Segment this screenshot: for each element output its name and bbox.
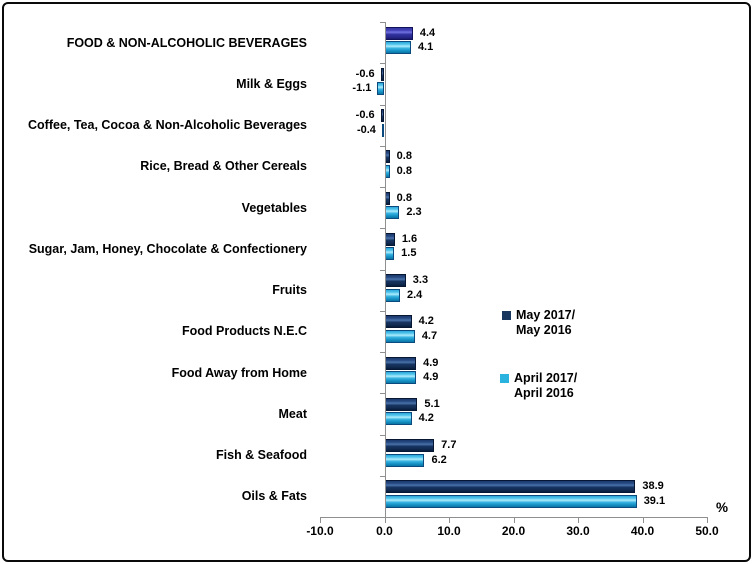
value-label: -0.6 xyxy=(355,67,375,80)
y-axis-tick xyxy=(379,434,385,436)
value-label: 5.1 xyxy=(424,397,440,410)
bar-may xyxy=(384,315,412,329)
bar-april xyxy=(384,288,400,302)
bar-april xyxy=(384,453,425,467)
bar-april xyxy=(381,123,385,137)
value-label: 1.5 xyxy=(401,247,417,260)
x-axis-tick xyxy=(513,517,515,523)
legend-swatch-may-icon xyxy=(502,311,511,320)
bar-may xyxy=(384,26,413,40)
value-label: -0.4 xyxy=(356,123,376,136)
bar-may xyxy=(380,109,385,122)
value-label: 1.6 xyxy=(401,232,418,245)
bar-may xyxy=(384,274,406,287)
value-label: 4.9 xyxy=(423,356,439,369)
legend-may-line1: May 2017/ xyxy=(516,308,576,322)
category-label: Milk & Eggs xyxy=(236,76,307,91)
value-label: 6.2 xyxy=(431,453,447,466)
legend-label-may: May 2017/May 2016 xyxy=(516,308,575,337)
bar-may xyxy=(384,232,395,246)
y-axis-tick xyxy=(379,269,385,271)
y-axis-tick xyxy=(379,63,385,65)
value-label: 38.9 xyxy=(642,480,664,493)
value-label: 39.1 xyxy=(643,494,666,507)
x-axis-tick-label: -10.0 xyxy=(306,524,334,538)
y-axis-tick xyxy=(379,393,385,395)
value-label: 4.2 xyxy=(418,412,434,425)
value-label: 7.7 xyxy=(441,439,457,451)
category-label: Rice, Bread & Other Cereals xyxy=(140,159,307,174)
y-axis-tick xyxy=(379,475,385,477)
category-label: Coffee, Tea, Cocoa & Non-Alcoholic Bever… xyxy=(28,118,307,132)
x-axis-tick xyxy=(449,517,450,523)
legend-swatch-april-icon xyxy=(500,374,509,383)
legend-april-line2: April 2016 xyxy=(514,385,574,400)
value-label: 0.8 xyxy=(396,150,412,163)
x-axis-tick-label: 10.0 xyxy=(437,524,461,538)
legend-may-line2: May 2016 xyxy=(516,322,572,337)
x-axis-tick xyxy=(578,517,579,523)
bar-april xyxy=(384,41,411,54)
bar-may xyxy=(384,356,417,370)
value-label: 4.7 xyxy=(421,329,438,342)
category-label: Fruits xyxy=(272,283,307,297)
x-axis-tick xyxy=(642,517,644,523)
bar-april xyxy=(384,247,395,261)
category-label: Fish & Seafood xyxy=(216,448,307,462)
value-label: 2.4 xyxy=(406,288,423,301)
bar-may xyxy=(384,397,418,411)
bar-april xyxy=(377,82,385,96)
bar-may xyxy=(384,439,435,452)
x-axis-tick-label: 40.0 xyxy=(630,524,655,538)
value-label: 4.4 xyxy=(419,26,436,39)
value-label: 0.8 xyxy=(396,191,412,204)
value-label: 4.1 xyxy=(417,41,434,53)
legend-item-april: April 2017/April 2016 xyxy=(500,371,577,400)
y-axis-tick xyxy=(379,187,385,188)
legend-april-line1: April 2017/ xyxy=(514,371,578,385)
legend-label-april: April 2017/April 2016 xyxy=(514,371,577,400)
x-axis-tick-label: 50.0 xyxy=(695,524,719,538)
x-axis-tick xyxy=(707,517,708,523)
x-axis-tick-label: 20.0 xyxy=(501,524,526,538)
y-axis-tick xyxy=(379,310,385,312)
bar-april xyxy=(384,206,400,219)
y-axis-tick xyxy=(379,22,385,23)
x-axis-tick-label: 30.0 xyxy=(566,524,590,538)
y-axis-line xyxy=(384,22,386,517)
y-axis-tick xyxy=(379,104,385,106)
value-label: 2.3 xyxy=(406,206,422,218)
value-label: 4.9 xyxy=(423,371,439,383)
value-label: 3.3 xyxy=(412,274,429,286)
bar-april xyxy=(384,371,417,384)
category-label: Food Products N.E.C xyxy=(182,324,307,339)
category-label: Sugar, Jam, Honey, Chocolate & Confectio… xyxy=(28,241,307,256)
category-label: Food Away from Home xyxy=(171,365,307,380)
y-axis-tick xyxy=(379,145,385,147)
legend-item-may: May 2017/May 2016 xyxy=(502,308,575,337)
value-label: 0.8 xyxy=(396,164,412,177)
value-label: -1.1 xyxy=(352,82,372,95)
x-axis-tick xyxy=(320,517,321,523)
y-axis-tick xyxy=(379,352,385,353)
bar-april xyxy=(384,329,415,343)
bar-may xyxy=(384,480,636,494)
category-label: Meat xyxy=(278,406,307,421)
category-label: Vegetables xyxy=(241,200,307,215)
x-axis-tick-label: 0.0 xyxy=(376,524,393,538)
y-axis-tick xyxy=(379,228,385,230)
category-label: Oils & Fats xyxy=(241,489,307,504)
bar-april xyxy=(384,494,637,508)
bar-may xyxy=(380,67,385,81)
value-label: -0.6 xyxy=(355,109,375,121)
percent-axis-label: % xyxy=(716,500,729,515)
bar-april xyxy=(384,412,412,426)
value-label: 4.2 xyxy=(418,315,434,328)
x-axis-tick xyxy=(384,517,386,523)
category-label: FOOD & NON-ALCOHOLIC BEVERAGES xyxy=(66,35,307,50)
